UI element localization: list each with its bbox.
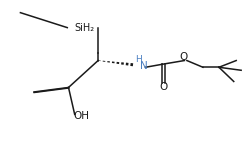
Text: N: N	[140, 61, 148, 71]
Text: SiH₂: SiH₂	[75, 23, 95, 33]
Text: O: O	[179, 52, 187, 62]
Text: O: O	[159, 82, 168, 92]
Text: H: H	[135, 55, 142, 64]
Text: OH: OH	[73, 111, 90, 121]
